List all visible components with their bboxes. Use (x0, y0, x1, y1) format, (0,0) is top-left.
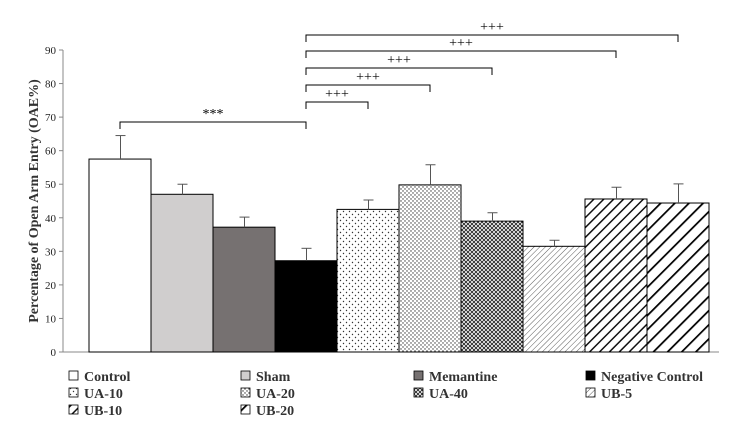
significance-bracket (119, 121, 307, 129)
significance-brackets: *** +++ +++ +++ +++ +++ (119, 20, 679, 129)
y-tick-label: 70 (45, 112, 57, 124)
y-tick-label: 20 (45, 280, 57, 292)
legend-label: UB-10 (84, 404, 122, 419)
bars (88, 135, 710, 353)
significance-label: +++ (387, 53, 411, 68)
y-tick-label: 30 (45, 246, 57, 258)
legend: Control Sham Memantine Negative Control UA-1… (68, 370, 703, 419)
significance-label: +++ (356, 70, 380, 85)
legend-label: UB-5 (601, 387, 632, 402)
significance-label: +++ (449, 36, 473, 51)
bar-memantine (212, 226, 276, 353)
bar-ub-20 (646, 202, 710, 353)
legend-label: UA-20 (256, 387, 295, 402)
legend-label: Memantine (429, 370, 497, 385)
bar-ub-5 (522, 245, 586, 353)
significance-bracket (305, 34, 679, 42)
legend-swatch (413, 370, 424, 381)
legend-label: Control (84, 370, 131, 385)
bar-negative-control (274, 260, 338, 353)
significance-bracket (305, 67, 493, 75)
y-tick-label: 90 (45, 45, 57, 57)
bar-ua-20 (398, 184, 462, 353)
legend-label: Sham (256, 370, 291, 385)
y-axis-label: Percentage of Open Arm Entry (OAE%) (27, 79, 42, 323)
significance-bracket (305, 84, 431, 92)
legend-swatch (585, 370, 596, 381)
significance-label: +++ (480, 20, 504, 35)
legend-swatch (68, 387, 79, 398)
bar-ua-10 (336, 208, 400, 353)
y-tick-label: 0 (51, 347, 57, 359)
legend-swatch (240, 404, 251, 415)
legend-label: UA-40 (429, 387, 468, 402)
bar-ub-10 (584, 198, 648, 353)
y-tick-label: 50 (45, 179, 57, 191)
y-tick-label: 40 (45, 213, 57, 225)
y-tick-label: 10 (45, 313, 57, 325)
significance-bracket (305, 101, 369, 109)
bar-sham (150, 193, 214, 353)
legend-label: UA-10 (84, 387, 123, 402)
legend-swatch (413, 387, 424, 398)
legend-swatch (68, 404, 79, 415)
legend-label: UB-20 (256, 404, 294, 419)
bar-ua-40 (460, 220, 524, 353)
significance-label: +++ (325, 87, 349, 102)
legend-swatch (240, 370, 251, 381)
significance-label: *** (203, 107, 224, 122)
y-tick-label: 80 (45, 79, 57, 91)
bar-control (88, 158, 152, 353)
y-tick-label: 60 (45, 146, 57, 158)
legend-swatch (585, 387, 596, 398)
legend-label: Negative Control (601, 370, 703, 385)
significance-bracket (305, 50, 617, 58)
legend-swatch (240, 387, 251, 398)
legend-swatch (68, 370, 79, 381)
